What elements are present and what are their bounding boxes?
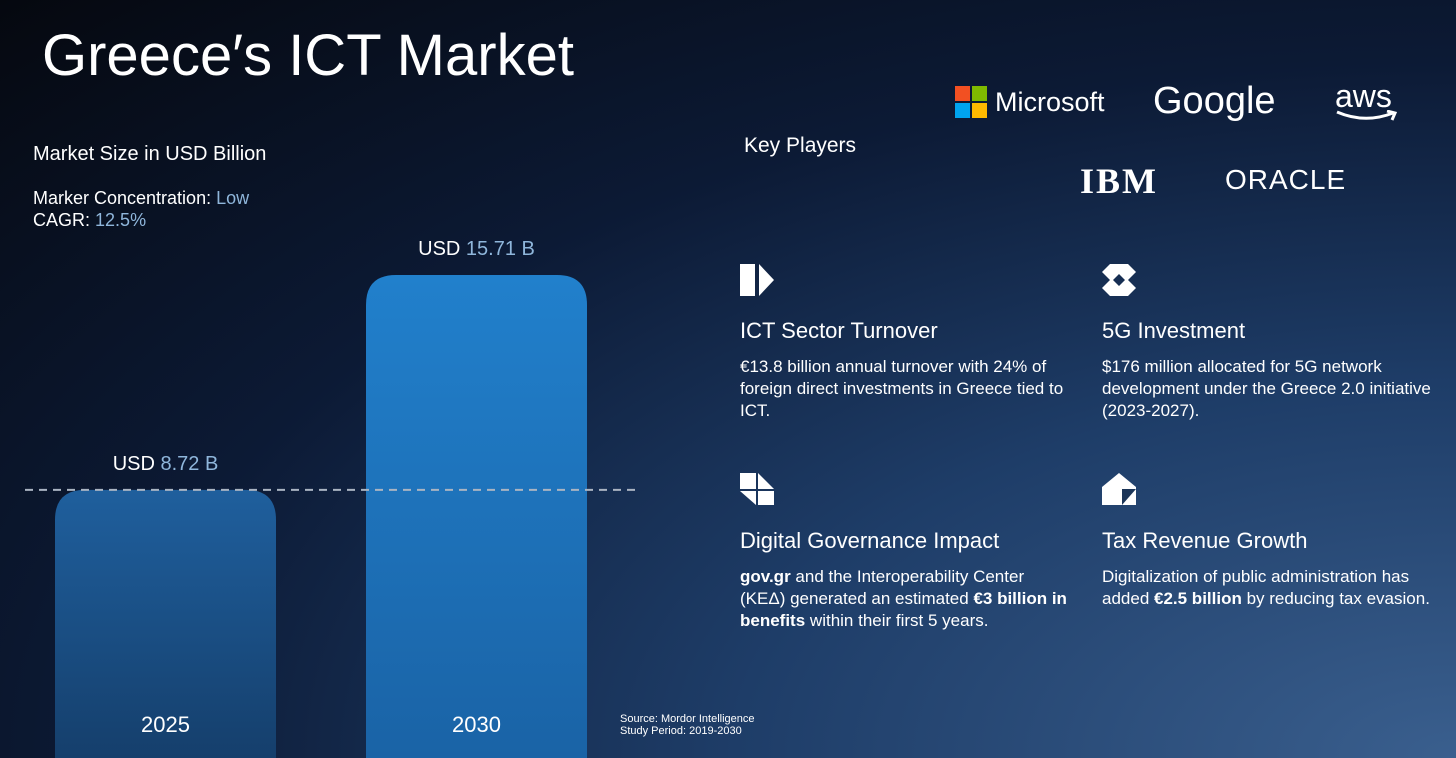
logo-ibm: IBM (1080, 161, 1158, 201)
card-body-run: gov.gr (740, 567, 791, 586)
stat-value: 12.5% (95, 210, 147, 230)
bar (55, 489, 276, 758)
card-body-run: Digitalization of public administration … (1102, 567, 1410, 608)
card-icon (1102, 473, 1136, 505)
x-tick-label: 2030 (452, 712, 501, 737)
card: Digital Governance Impact gov.gr and the … (740, 528, 1070, 632)
value-prefix: USD (418, 238, 460, 260)
page-title: Greece′s ICT Market (42, 23, 574, 88)
stat-value: Low (216, 188, 250, 208)
card-icon (1102, 264, 1136, 296)
card: ICT Sector Turnover €13.8 billion annual … (740, 318, 1070, 422)
card-body: $176 million allocated for 5G network de… (1102, 356, 1432, 422)
value-prefix: USD (113, 453, 155, 475)
chart: Market Size in USD Billion USD 8.72 B 202… (25, 143, 635, 758)
stat: CAGR: 12.5% (33, 209, 249, 231)
card: Tax Revenue Growth Digitalization of publ… (1102, 528, 1432, 610)
source-line: Source: Mordor Intelligence (620, 713, 755, 725)
x-tick-label: 2025 (141, 712, 190, 737)
card-body-run: €3 billion in benefits (740, 589, 1067, 630)
card-body-run: €2.5 billion (1154, 589, 1242, 608)
card-body: Digitalization of public administration … (1102, 566, 1432, 610)
logo-google: Google (1153, 80, 1276, 122)
microsoft-icon (955, 86, 987, 118)
card-title: Tax Revenue Growth (1102, 528, 1308, 553)
source-line: Study Period: 2019-2030 (620, 725, 742, 737)
aws-smile (1336, 110, 1398, 121)
bar (366, 275, 587, 758)
chart-title: Market Size in USD Billion (33, 143, 266, 165)
value-label: USD 15.71 B (418, 238, 535, 260)
logo-microsoft: Microsoft (995, 87, 1105, 117)
card-title: 5G Investment (1102, 318, 1246, 343)
value-text: 15.71 B (466, 238, 535, 260)
value-label: USD 8.72 B (113, 453, 219, 475)
card-body: gov.gr and the Interoperability Center (… (740, 566, 1070, 632)
stat: Marker Concentration: Low (33, 187, 249, 209)
card-icon (740, 473, 774, 505)
key-players-title: Key Players (744, 134, 857, 157)
stat-label: CAGR: (33, 210, 91, 230)
logo-aws: aws (1335, 78, 1392, 114)
card-title: Digital Governance Impact (740, 528, 1000, 553)
card: 5G Investment $176 million allocated for … (1102, 318, 1432, 422)
logo-oracle: ORACLE (1225, 164, 1347, 195)
card-title: ICT Sector Turnover (740, 318, 938, 343)
card-body-run: $176 million allocated for 5G network de… (1102, 357, 1431, 420)
card-body-run: by reducing tax evasion. (1241, 589, 1430, 608)
value-text: 8.72 B (160, 453, 218, 475)
source: Source: Mordor Intelligence Study Period… (620, 713, 755, 737)
card-body-run: and the Interoperability Center (ΚΕΔ) ge… (740, 567, 1025, 608)
card-body-run: €13.8 billion annual turnover with 24% o… (740, 357, 1064, 420)
card-body-run: within their first 5 years. (805, 611, 989, 630)
card-icon (740, 264, 774, 296)
card-body: €13.8 billion annual turnover with 24% o… (740, 356, 1070, 422)
stats: Marker Concentration: Low CAGR: 12.5% (33, 187, 249, 231)
stat-label: Marker Concentration: (33, 188, 212, 208)
